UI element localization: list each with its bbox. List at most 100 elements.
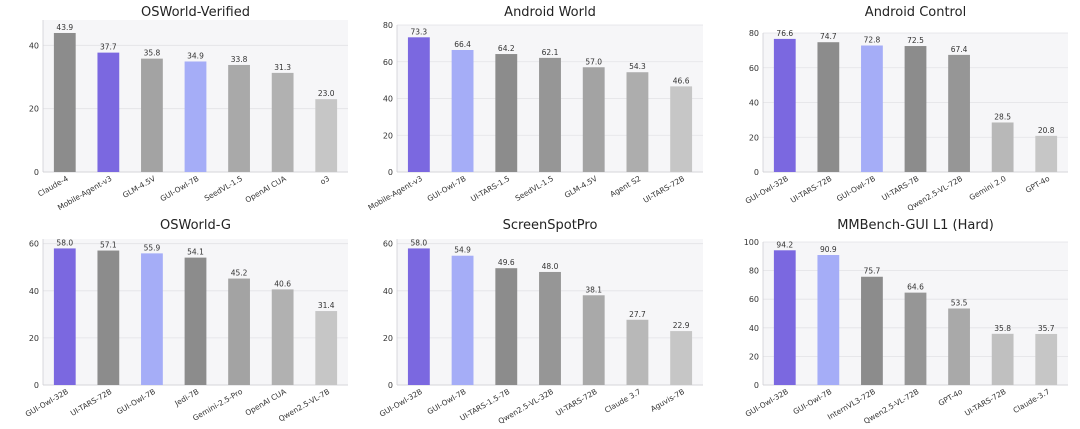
bar-value-label: 57.1	[100, 241, 117, 250]
bar-value-label: 20.8	[1038, 126, 1055, 135]
category-label: UI-TARS-72B	[963, 387, 1008, 418]
chart-title: ScreenSpotPro	[503, 218, 598, 233]
bar	[407, 248, 430, 385]
bar-value-label: 64.6	[907, 283, 924, 292]
bar	[991, 333, 1014, 385]
y-tick-label: 40	[383, 95, 393, 104]
bar-value-label: 23.0	[318, 89, 335, 98]
category-label: GUI-Owl-7B	[115, 387, 157, 416]
bar	[228, 64, 250, 172]
y-tick-label: 20	[383, 131, 393, 140]
y-tick-label: 20	[29, 105, 39, 114]
y-tick-label: 60	[383, 58, 393, 67]
y-tick-label: 80	[749, 267, 759, 276]
bar-value-label: 64.2	[498, 44, 515, 53]
chart-panel-4: 0 20 40 60 OSWorld-G 58.0 GUI-Owl-32B 57.1 UI-TA…	[24, 218, 348, 423]
y-tick-label: 0	[754, 381, 759, 390]
category-label: GPT-4o	[1024, 174, 1052, 195]
chart-panel-1: 02040OSWorld-Verified43.9Claude-437.7Mob…	[29, 5, 348, 212]
bar	[582, 295, 605, 385]
bar	[904, 292, 927, 385]
y-tick-label: 40	[749, 99, 759, 108]
bar-value-label: 58.0	[411, 238, 428, 247]
category-label: GUI-Owl-32B	[24, 387, 70, 419]
y-tick-label: 100	[744, 238, 759, 247]
bar-value-label: 34.9	[187, 51, 204, 60]
bar-value-label: 37.7	[100, 43, 117, 52]
bar	[228, 278, 250, 385]
category-label: GUI-Owl-7B	[426, 174, 468, 203]
bar	[184, 61, 207, 172]
bar-value-label: 43.9	[56, 23, 73, 32]
bar-value-label: 22.9	[673, 321, 690, 330]
bar-value-label: 67.4	[951, 45, 968, 54]
bar-value-label: 57.0	[585, 57, 602, 66]
bar	[817, 255, 840, 385]
category-label: GPT-4o	[937, 387, 965, 408]
bar	[141, 253, 163, 385]
category-label: GUI-Owl-7B	[159, 174, 201, 203]
bar	[315, 99, 338, 172]
category-label: GLM-4.5V	[563, 174, 600, 200]
y-tick-label: 40	[29, 287, 39, 296]
bar-value-label: 33.8	[231, 55, 248, 64]
bar-value-label: 45.2	[231, 269, 248, 278]
bar	[861, 276, 883, 385]
category-label: UI-TARS-72B	[554, 387, 599, 418]
chart-title: OSWorld-Verified	[141, 5, 250, 20]
bar-value-label: 35.8	[994, 324, 1011, 333]
bar	[626, 319, 649, 385]
category-label: Jedi-7B	[172, 387, 200, 408]
chart-panel-2: 0 20 40 60 80 Android World 73.3 Mobile-Agent-v…	[366, 5, 703, 212]
category-label: UI-TARS-1.5	[469, 174, 511, 204]
y-tick-label: 0	[34, 168, 39, 177]
bar-value-label: 31.3	[274, 63, 291, 72]
bar	[53, 32, 76, 172]
chart-panel-3: 0 20 40 60 80 Android Control 76.6 GUI-Owl-32B 7…	[744, 5, 1068, 213]
bar-value-label: 49.6	[498, 258, 515, 267]
category-label: GUI-Owl-32B	[378, 387, 424, 419]
bar	[97, 250, 120, 385]
bar	[315, 311, 338, 385]
y-tick-label: 60	[749, 295, 759, 304]
bar-value-label: 72.8	[864, 36, 881, 45]
chart-title: MMBench-GUI L1 (Hard)	[837, 218, 994, 233]
bar	[451, 255, 474, 385]
y-tick-label: 80	[383, 21, 393, 30]
bar	[539, 271, 561, 385]
category-label: UI-TARS-7B	[880, 174, 920, 203]
category-label: UI-TARS-72B	[69, 387, 114, 418]
bar-value-label: 74.7	[820, 32, 837, 41]
chart-title: Android Control	[865, 5, 966, 20]
bar-value-label: 35.8	[144, 49, 161, 58]
bar-value-label: 73.3	[411, 27, 428, 36]
category-label: GUI-Owl-32B	[744, 174, 790, 206]
y-tick-label: 40	[29, 41, 39, 50]
bar-value-label: 48.0	[542, 262, 559, 271]
bar-value-label: 35.7	[1038, 324, 1055, 333]
category-label: Agent S2	[608, 174, 642, 199]
bar-value-label: 58.0	[56, 238, 73, 247]
y-tick-label: 0	[34, 381, 39, 390]
category-label: SeedVL-1.5	[203, 174, 245, 203]
bar	[626, 72, 649, 172]
bar-value-label: 40.6	[274, 279, 291, 288]
bar-value-label: 54.3	[629, 62, 646, 71]
bar-value-label: 62.1	[542, 48, 559, 57]
bar	[773, 250, 796, 385]
category-label: GUI-Owl-7B	[835, 174, 877, 203]
y-tick-label: 60	[383, 240, 393, 249]
bar-value-label: 72.5	[907, 36, 924, 45]
category-label: Claude-3.7	[1011, 387, 1051, 415]
bar	[773, 38, 796, 172]
bar	[817, 42, 840, 172]
y-tick-label: 0	[754, 168, 759, 177]
bar	[495, 268, 518, 385]
category-label: Gemini-2.5-Pro	[191, 387, 244, 423]
category-label: UI-TARS-72B	[642, 174, 687, 205]
bar	[451, 49, 474, 172]
bar	[948, 308, 970, 385]
category-label: UI-TARS-72B	[789, 174, 834, 205]
bar	[1035, 333, 1058, 385]
